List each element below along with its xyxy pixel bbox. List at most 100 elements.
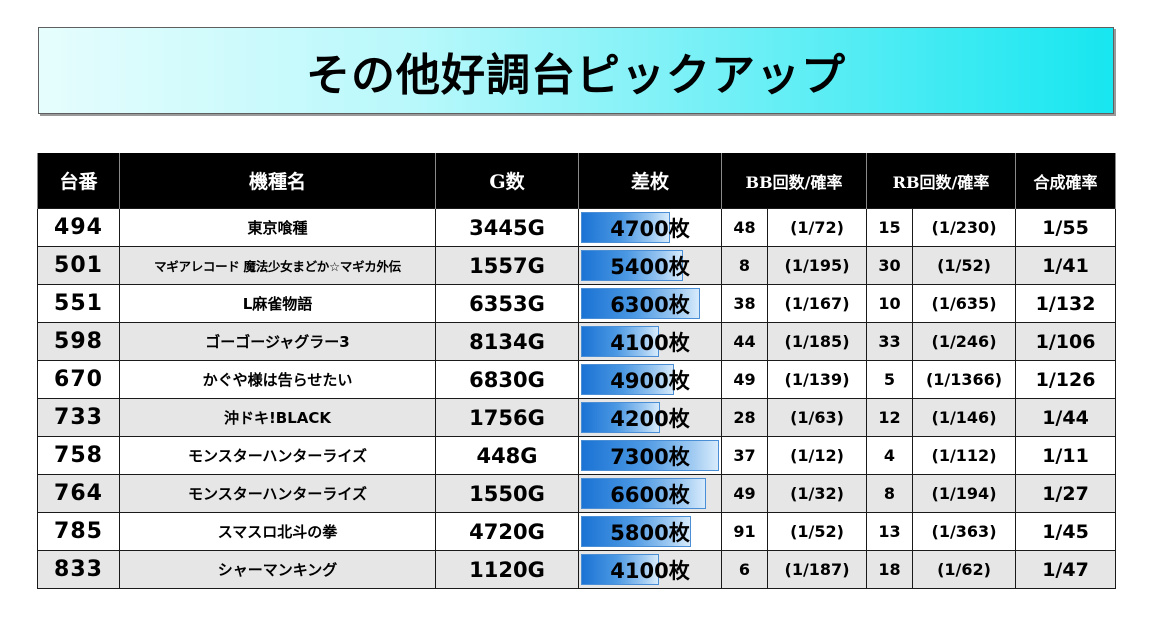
rb-count-cell: 12 xyxy=(866,398,913,437)
page-title: その他好調台ピックアップ xyxy=(306,49,846,101)
bb-count-cell: 48 xyxy=(721,208,768,247)
header-rb: RB回数/確率 xyxy=(865,153,1017,209)
difference-data-bar xyxy=(581,516,691,547)
bb-probability-cell: (1/72) xyxy=(767,208,867,247)
bb-probability-cell: (1/12) xyxy=(767,436,867,475)
bb-probability-cell: (1/32) xyxy=(767,474,867,513)
model-name-cell: L麻雀物語 xyxy=(119,284,436,323)
bb-probability-cell: (1/139) xyxy=(767,360,867,399)
difference-cell: 4900枚 xyxy=(578,360,722,399)
rb-probability-cell: (1/246) xyxy=(911,322,1017,361)
bb-probability-cell: (1/187) xyxy=(767,550,867,589)
bb-count-cell: 49 xyxy=(721,360,768,399)
machine-number-cell: 764 xyxy=(37,474,120,513)
machine-number-cell: 494 xyxy=(37,208,120,247)
game-count-cell: 8134G xyxy=(435,322,579,361)
machine-number-cell: 551 xyxy=(37,284,120,323)
table-row: 670 かぐや様は告らせたい 6830G 4900枚 49 (1/139) 5 (1/1366… xyxy=(37,360,1117,399)
combined-probability-cell: 1/27 xyxy=(1015,474,1117,513)
difference-cell: 4100枚 xyxy=(578,322,722,361)
table-row: 551 L麻雀物語 6353G 6300枚 38 (1/167) 10 (1/635) 1/13… xyxy=(37,284,1117,323)
difference-data-bar xyxy=(581,440,719,471)
table-body: 494 東京喰種 3445G 4700枚 48 (1/72) 15 (1/230) 1/55 50… xyxy=(37,208,1117,589)
difference-value: 6600枚 xyxy=(610,482,690,507)
combined-probability-cell: 1/132 xyxy=(1015,284,1117,323)
table-row: 494 東京喰種 3445G 4700枚 48 (1/72) 15 (1/230) 1/55 xyxy=(37,208,1117,247)
bb-count-cell: 8 xyxy=(721,246,768,285)
bb-count-cell: 37 xyxy=(721,436,768,475)
header-combined: 合成確率 xyxy=(1015,153,1117,209)
bb-count-cell: 44 xyxy=(721,322,768,361)
combined-probability-cell: 1/106 xyxy=(1015,322,1117,361)
difference-value: 4900枚 xyxy=(610,368,690,393)
table-row: 785 スマスロ北斗の拳 4720G 5800枚 91 (1/52) 13 (1/363) 1/… xyxy=(37,512,1117,551)
rb-count-cell: 15 xyxy=(866,208,913,247)
pickup-table-container: 台番 機種名 G数 差枚 BB回数/確率 RB回数/確率 合成確率 494 東京喰… xyxy=(37,153,1117,589)
model-name-cell: モンスターハンターライズ xyxy=(119,436,436,475)
pickup-table: 台番 機種名 G数 差枚 BB回数/確率 RB回数/確率 合成確率 494 東京喰… xyxy=(37,153,1117,589)
difference-data-bar xyxy=(581,326,659,357)
rb-probability-cell: (1/635) xyxy=(911,284,1017,323)
machine-number-cell: 733 xyxy=(37,398,120,437)
rb-probability-cell: (1/363) xyxy=(911,512,1017,551)
machine-number-cell: 758 xyxy=(37,436,120,475)
rb-probability-cell: (1/1366) xyxy=(911,360,1017,399)
difference-data-bar xyxy=(581,288,701,319)
table-row: 758 モンスターハンターライズ 448G 7300枚 37 (1/12) 4 (1/112)… xyxy=(37,436,1117,475)
combined-probability-cell: 1/41 xyxy=(1015,246,1117,285)
game-count-cell: 6353G xyxy=(435,284,579,323)
model-name-cell: シャーマンキング xyxy=(119,550,436,589)
rb-count-cell: 8 xyxy=(866,474,913,513)
difference-value: 4700枚 xyxy=(610,216,690,241)
machine-number-cell: 501 xyxy=(37,246,120,285)
difference-cell: 4100枚 xyxy=(578,550,722,589)
bb-probability-cell: (1/52) xyxy=(767,512,867,551)
combined-probability-cell: 1/47 xyxy=(1015,550,1117,589)
difference-value: 4100枚 xyxy=(610,330,690,355)
difference-cell: 6300枚 xyxy=(578,284,722,323)
table-row: 598 ゴーゴージャグラー3 8134G 4100枚 44 (1/185) 33 (1/246… xyxy=(37,322,1117,361)
table-row: 733 沖ドキ!BLACK 1756G 4200枚 28 (1/63) 12 (1/146) 1… xyxy=(37,398,1117,437)
rb-probability-cell: (1/230) xyxy=(911,208,1017,247)
bb-count-cell: 28 xyxy=(721,398,768,437)
model-name-cell: スマスロ北斗の拳 xyxy=(119,512,436,551)
header-difference: 差枚 xyxy=(578,153,722,209)
model-name-cell: マギアレコード 魔法少女まどか☆マギカ外伝 xyxy=(119,246,436,285)
table-header-row: 台番 機種名 G数 差枚 BB回数/確率 RB回数/確率 合成確率 xyxy=(37,153,1117,209)
bb-count-cell: 6 xyxy=(721,550,768,589)
model-name-cell: ゴーゴージャグラー3 xyxy=(119,322,436,361)
bb-count-cell: 38 xyxy=(721,284,768,323)
rb-count-cell: 13 xyxy=(866,512,913,551)
game-count-cell: 6830G xyxy=(435,360,579,399)
header-bb: BB回数/確率 xyxy=(721,153,867,209)
difference-data-bar xyxy=(581,364,674,395)
rb-probability-cell: (1/146) xyxy=(911,398,1017,437)
header-game-count: G数 xyxy=(435,153,579,209)
bb-probability-cell: (1/185) xyxy=(767,322,867,361)
rb-count-cell: 30 xyxy=(866,246,913,285)
game-count-cell: 1557G xyxy=(435,246,579,285)
title-banner: その他好調台ピックアップ xyxy=(38,27,1114,114)
game-count-cell: 1550G xyxy=(435,474,579,513)
difference-cell: 4700枚 xyxy=(578,208,722,247)
combined-probability-cell: 1/126 xyxy=(1015,360,1117,399)
game-count-cell: 1120G xyxy=(435,550,579,589)
difference-cell: 5800枚 xyxy=(578,512,722,551)
rb-probability-cell: (1/112) xyxy=(911,436,1017,475)
rb-count-cell: 18 xyxy=(866,550,913,589)
machine-number-cell: 670 xyxy=(37,360,120,399)
rb-probability-cell: (1/194) xyxy=(911,474,1017,513)
game-count-cell: 448G xyxy=(435,436,579,475)
bb-probability-cell: (1/167) xyxy=(767,284,867,323)
bb-probability-cell: (1/195) xyxy=(767,246,867,285)
machine-number-cell: 785 xyxy=(37,512,120,551)
difference-data-bar xyxy=(581,212,670,243)
difference-value: 4200枚 xyxy=(610,406,690,431)
combined-probability-cell: 1/11 xyxy=(1015,436,1117,475)
game-count-cell: 1756G xyxy=(435,398,579,437)
bb-probability-cell: (1/63) xyxy=(767,398,867,437)
bb-count-cell: 91 xyxy=(721,512,768,551)
difference-cell: 5400枚 xyxy=(578,246,722,285)
bb-count-cell: 49 xyxy=(721,474,768,513)
difference-value: 7300枚 xyxy=(610,444,690,469)
